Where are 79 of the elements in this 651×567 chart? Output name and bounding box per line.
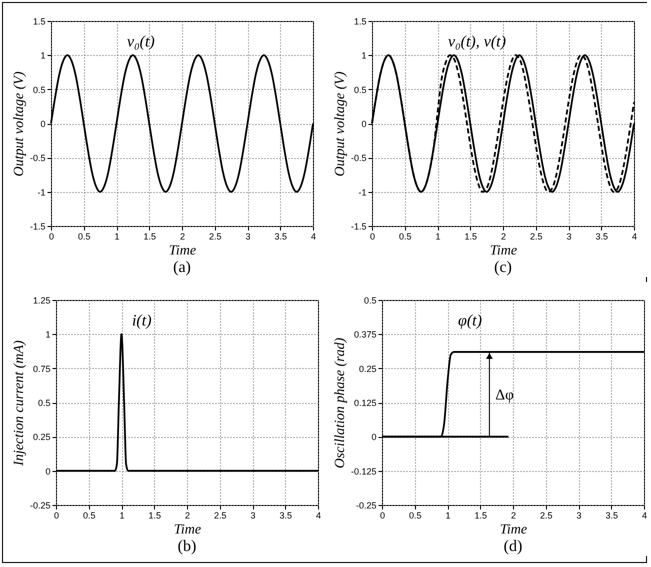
y-tick-label: 0.5 — [32, 84, 46, 95]
x-tick-label: 2 — [180, 232, 186, 242]
y-tick-label: 0.5 — [38, 398, 50, 408]
x-tick-label: 3.5 — [595, 232, 608, 242]
text: (b) — [178, 538, 196, 555]
y-tick-label: -0.5 — [350, 153, 366, 164]
y-tick-label: 0 — [40, 119, 46, 129]
y-tick-label: -1 — [37, 187, 46, 198]
annotation: i(t) — [132, 312, 152, 330]
y-tick-label: 0 — [371, 432, 376, 442]
x-axis-title: Time — [490, 244, 518, 258]
x-tick-label: 0.5 — [78, 232, 91, 242]
x-axis-title: Time — [168, 244, 196, 258]
y-tick-label: 1.25 — [32, 296, 50, 306]
x-tick-label: 1 — [445, 510, 451, 520]
y-tick-label: 1.5 — [354, 16, 366, 26]
y-tick-label: -0.5 — [30, 153, 46, 164]
annotation: v₀(t), v(t) — [448, 34, 506, 50]
y-tick-label: 0.25 — [32, 432, 50, 442]
x-tick-label: 3.5 — [605, 510, 618, 520]
x-tick-label: 1.5 — [474, 510, 488, 520]
annotation: φ(t) — [458, 312, 482, 330]
x-tick-label: 0.5 — [82, 510, 96, 520]
y-tick-label: -0.25 — [30, 500, 50, 510]
y-tick-label: 1.5 — [32, 16, 46, 26]
y-axis-title: Output voltage (V) — [332, 71, 348, 176]
x-tick-label: 3 — [250, 510, 256, 520]
x-axis-title: Time — [500, 522, 528, 538]
x-tick-label: 4 — [310, 232, 316, 242]
y-tick-label: 0.75 — [32, 364, 50, 374]
x-tick-label: 0.5 — [398, 232, 412, 242]
x-tick-label: 4 — [642, 510, 648, 520]
y-tick-label: -0.25 — [356, 500, 376, 510]
x-axis-title: Time — [174, 522, 202, 538]
text: (d) — [504, 538, 522, 555]
x-tick-label: 4 — [632, 232, 638, 242]
text: (a) — [173, 259, 191, 276]
y-axis-title: Injection current (mA) — [12, 340, 27, 467]
x-tick-label: 4 — [316, 510, 322, 520]
y-tick-label: -0.125 — [350, 466, 376, 476]
x-tick-label: 1.5 — [464, 232, 478, 242]
x-tick-label: 2.5 — [530, 232, 543, 242]
x-tick-label: 3.5 — [279, 510, 292, 520]
text: (c) — [494, 259, 512, 276]
x-tick-label: 1 — [119, 510, 125, 520]
annotation: v₀(t) — [126, 34, 155, 50]
x-tick-label: 2.5 — [208, 232, 222, 242]
y-tick-label: 1 — [40, 50, 46, 61]
y-axis-title: Oscillation phase (rad) — [332, 337, 348, 468]
y-tick-label: 0.5 — [364, 296, 376, 306]
x-tick-label: 2 — [184, 510, 190, 520]
x-tick-label: 1 — [114, 232, 120, 242]
y-tick-label: 0 — [45, 466, 50, 476]
x-tick-label: 2 — [510, 510, 516, 520]
x-tick-label: 1.5 — [143, 232, 156, 242]
x-tick-label: 2.5 — [540, 510, 553, 520]
x-tick-label: 0 — [54, 510, 60, 520]
y-tick-label: 0.25 — [358, 364, 376, 374]
y-tick-label: 1 — [361, 50, 366, 61]
y-axis-title: Output voltage (V) — [12, 71, 27, 176]
y-tick-label: -1.5 — [350, 222, 366, 232]
x-tick-label: 2.5 — [214, 510, 227, 520]
y-tick-label: 0 — [361, 119, 366, 129]
annotation: Δφ — [495, 387, 514, 404]
x-tick-label: 3.5 — [274, 232, 288, 242]
x-tick-label: 3 — [576, 510, 582, 520]
x-tick-label: 3 — [245, 232, 251, 242]
y-tick-label: 0.375 — [354, 330, 376, 340]
x-tick-label: 0.5 — [408, 510, 422, 520]
y-tick-label: 0.125 — [354, 398, 376, 408]
y-tick-label: 1 — [45, 330, 50, 340]
x-tick-label: 1 — [435, 232, 441, 242]
y-tick-label: 0.5 — [354, 84, 366, 95]
y-tick-label: -1.5 — [30, 222, 46, 232]
x-tick-label: 3 — [566, 232, 572, 242]
x-tick-label: 0 — [380, 510, 386, 520]
y-tick-label: -1 — [358, 187, 366, 198]
x-tick-label: 1.5 — [148, 510, 162, 520]
x-tick-label: 2 — [500, 232, 506, 242]
